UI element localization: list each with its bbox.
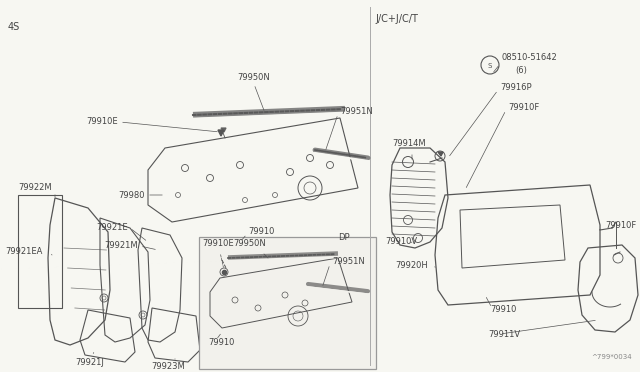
Text: 79951N: 79951N (332, 257, 365, 266)
Text: 79922M: 79922M (18, 183, 52, 192)
Text: ^799*0034: ^799*0034 (591, 354, 632, 360)
Text: 79951N: 79951N (340, 108, 372, 116)
Text: 79910: 79910 (248, 228, 275, 237)
Polygon shape (221, 128, 226, 132)
Text: 08510-51642: 08510-51642 (502, 54, 557, 62)
Text: 79910F: 79910F (508, 103, 540, 112)
Text: 79914M: 79914M (392, 139, 426, 148)
Text: 79910F: 79910F (605, 221, 636, 230)
Text: 79923M: 79923M (151, 362, 185, 371)
Text: 79920H: 79920H (395, 260, 428, 269)
Text: 79911V: 79911V (488, 330, 520, 339)
Text: 79910E: 79910E (86, 118, 118, 126)
Text: 79950N: 79950N (237, 73, 270, 82)
Text: 79910E: 79910E (202, 239, 234, 248)
FancyBboxPatch shape (199, 237, 376, 369)
Text: 79921M: 79921M (104, 241, 138, 250)
Text: 79980: 79980 (118, 190, 145, 199)
Text: 79910V: 79910V (385, 237, 417, 247)
Text: S: S (488, 63, 492, 69)
Text: 79916P: 79916P (500, 83, 532, 93)
Text: DP: DP (339, 233, 350, 242)
Text: 4S: 4S (8, 22, 20, 32)
Text: 79921E: 79921E (97, 224, 128, 232)
Text: 79921EA: 79921EA (5, 247, 42, 257)
Text: (6): (6) (515, 65, 527, 74)
Text: 79950N: 79950N (234, 239, 266, 248)
Text: 79910: 79910 (208, 338, 234, 347)
Polygon shape (218, 130, 224, 136)
Text: 79910: 79910 (490, 305, 516, 314)
Polygon shape (438, 152, 443, 156)
Text: 79921J: 79921J (75, 358, 104, 367)
Text: J/C+J/C/T: J/C+J/C/T (376, 14, 419, 24)
